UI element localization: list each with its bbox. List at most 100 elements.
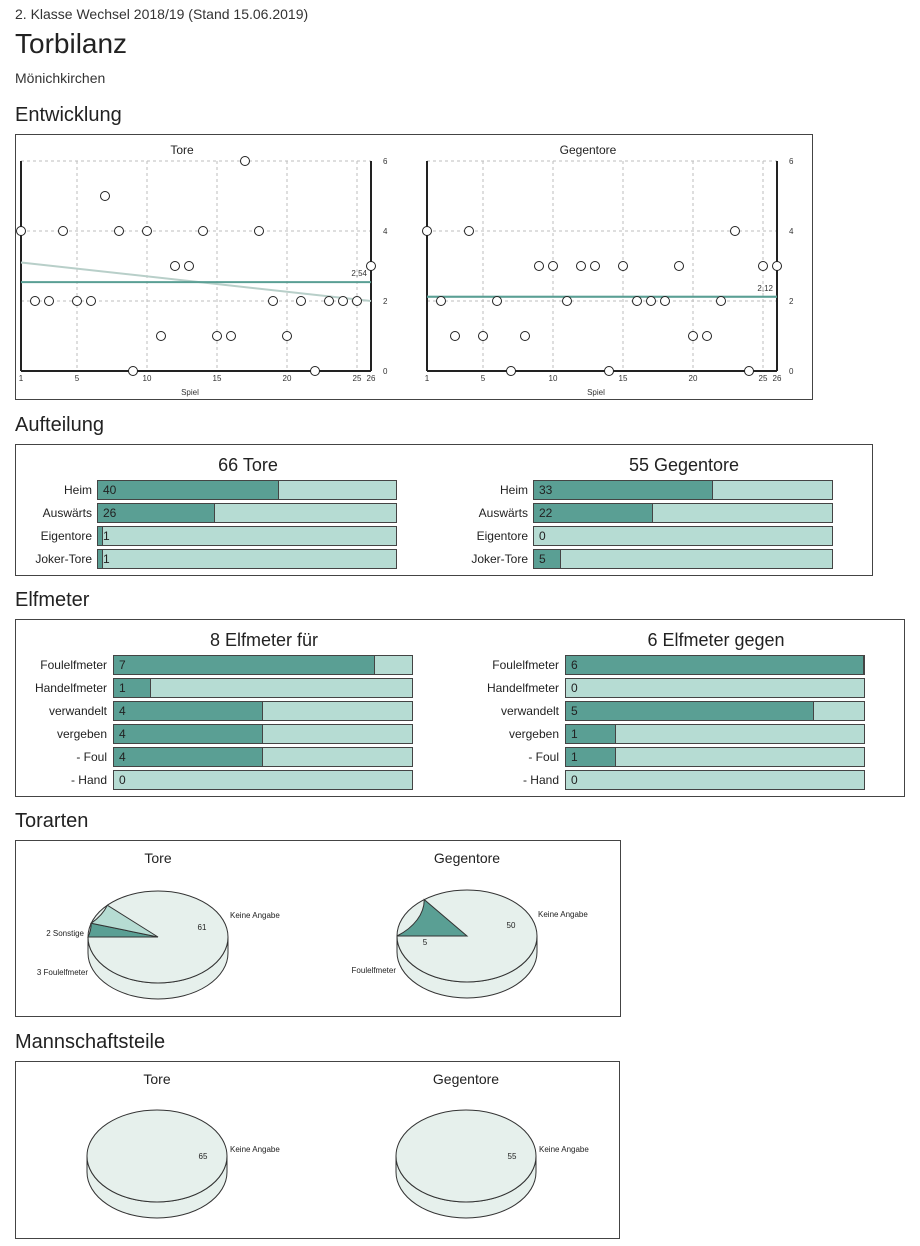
data-point bbox=[198, 226, 208, 236]
data-point bbox=[688, 331, 698, 341]
bar-track: 0 bbox=[565, 678, 865, 698]
section-title-entwicklung: Entwicklung bbox=[15, 104, 122, 126]
x-tick-label: 1 bbox=[425, 374, 430, 383]
data-point bbox=[240, 156, 250, 166]
data-point bbox=[184, 261, 194, 271]
data-point bbox=[156, 331, 166, 341]
bar-label: Eigentore bbox=[40, 529, 92, 543]
bar-label: Joker-Tore bbox=[35, 552, 92, 566]
average-label: 2,12 bbox=[757, 284, 773, 293]
bar-fill bbox=[566, 725, 616, 743]
bar-label: Eigentore bbox=[476, 529, 528, 543]
data-point bbox=[268, 296, 278, 306]
bar-value: 4 bbox=[119, 704, 126, 718]
bar-track: 22 bbox=[533, 503, 833, 523]
x-tick-label: 15 bbox=[619, 374, 628, 383]
y-tick-label: 0 bbox=[383, 367, 388, 376]
pie-label: 3 Foulelfmeter bbox=[37, 968, 88, 977]
data-point bbox=[492, 296, 502, 306]
data-point bbox=[16, 226, 26, 236]
pie-label: 50 bbox=[507, 921, 516, 930]
bar-value: 1 bbox=[571, 750, 578, 764]
pie-title: Gegentore bbox=[433, 1071, 499, 1087]
data-point bbox=[548, 261, 558, 271]
data-point bbox=[254, 226, 264, 236]
data-point bbox=[30, 296, 40, 306]
data-point bbox=[534, 261, 544, 271]
aufteilung-gegentore-title: 55 Gegentore bbox=[628, 455, 740, 475]
bar-label: - Foul bbox=[76, 750, 107, 764]
bar-label: Auswärts bbox=[478, 506, 528, 520]
bar-fill bbox=[114, 702, 263, 720]
pie-label: Keine Angabe bbox=[230, 911, 280, 920]
bar-label: - Foul bbox=[528, 750, 559, 764]
bar-value: 4 bbox=[119, 750, 126, 764]
data-point bbox=[282, 331, 292, 341]
pie-title: Tore bbox=[143, 1071, 170, 1087]
y-tick-label: 4 bbox=[789, 227, 794, 236]
section-title-aufteilung: Aufteilung bbox=[15, 414, 104, 436]
y-tick-label: 4 bbox=[383, 227, 388, 236]
data-point bbox=[310, 366, 320, 376]
bar-track: 1 bbox=[97, 549, 397, 569]
x-tick-label: 26 bbox=[773, 374, 782, 383]
bar-label: Heim bbox=[63, 483, 92, 497]
data-point bbox=[226, 331, 236, 341]
pie-chart-3: Gegentore Keine Angabe 50 5 Foulelfmeter bbox=[352, 850, 588, 999]
bar-track: 0 bbox=[113, 770, 413, 790]
data-point bbox=[702, 331, 712, 341]
bar-fill bbox=[566, 702, 815, 720]
data-point bbox=[114, 226, 124, 236]
bar-track: 1 bbox=[565, 724, 865, 744]
bar-label: Heim bbox=[499, 483, 528, 497]
data-point bbox=[422, 226, 432, 236]
bar-track: 4 bbox=[113, 747, 413, 767]
x-axis-label: Spiel bbox=[587, 388, 605, 397]
section-title-mannschaftsteile: Mannschaftsteile bbox=[15, 1031, 166, 1053]
pie-label: 61 bbox=[198, 923, 207, 932]
pie-label: Foulelfmeter bbox=[352, 966, 397, 975]
x-tick-label: 10 bbox=[549, 374, 558, 383]
bar-track: 26 bbox=[97, 503, 397, 523]
bar-fill bbox=[114, 656, 375, 674]
data-point bbox=[562, 296, 572, 306]
x-axis-label: Spiel bbox=[181, 388, 199, 397]
bar-value: 1 bbox=[103, 552, 110, 566]
bar-track: 5 bbox=[565, 701, 865, 721]
bar-value: 5 bbox=[539, 552, 546, 566]
bar-value: 26 bbox=[103, 506, 117, 520]
league-subtitle: 2. Klasse Wechsel 2018/19 (Stand 15.06.2… bbox=[15, 6, 309, 22]
bar-track: 1 bbox=[113, 678, 413, 698]
data-point bbox=[618, 261, 628, 271]
pie-label: 55 bbox=[508, 1152, 517, 1161]
data-point bbox=[436, 296, 446, 306]
data-point bbox=[604, 366, 614, 376]
torarten-panel: Tore Keine Angabe 61 2 Sonstige 3 Foulelfmet… bbox=[15, 840, 621, 1017]
bar-fill bbox=[534, 481, 713, 499]
y-tick-label: 0 bbox=[789, 367, 794, 376]
elfmeter-fuer-title: 8 Elfmeter für bbox=[209, 630, 319, 650]
x-tick-label: 25 bbox=[759, 374, 768, 383]
bar-track: 1 bbox=[97, 526, 397, 546]
bar-label: Foulelfmeter bbox=[40, 658, 107, 672]
bar-track: 40 bbox=[97, 480, 397, 500]
data-point bbox=[170, 261, 180, 271]
data-point bbox=[744, 366, 754, 376]
bar-value: 7 bbox=[119, 658, 126, 672]
x-tick-label: 5 bbox=[75, 374, 80, 383]
bar-value: 22 bbox=[539, 506, 553, 520]
data-point bbox=[352, 296, 362, 306]
bar-label: Auswärts bbox=[42, 506, 92, 520]
pie-chart-4: Tore Keine Angabe 65 bbox=[86, 1071, 280, 1219]
data-point bbox=[128, 366, 138, 376]
bar-label: vergeben bbox=[508, 727, 559, 741]
data-point bbox=[772, 261, 782, 271]
x-tick-label: 20 bbox=[283, 374, 292, 383]
data-point bbox=[478, 331, 488, 341]
data-point bbox=[730, 226, 740, 236]
pie-slice bbox=[86, 1109, 228, 1203]
bar-track: 0 bbox=[533, 526, 833, 546]
pie-slice bbox=[396, 898, 469, 937]
